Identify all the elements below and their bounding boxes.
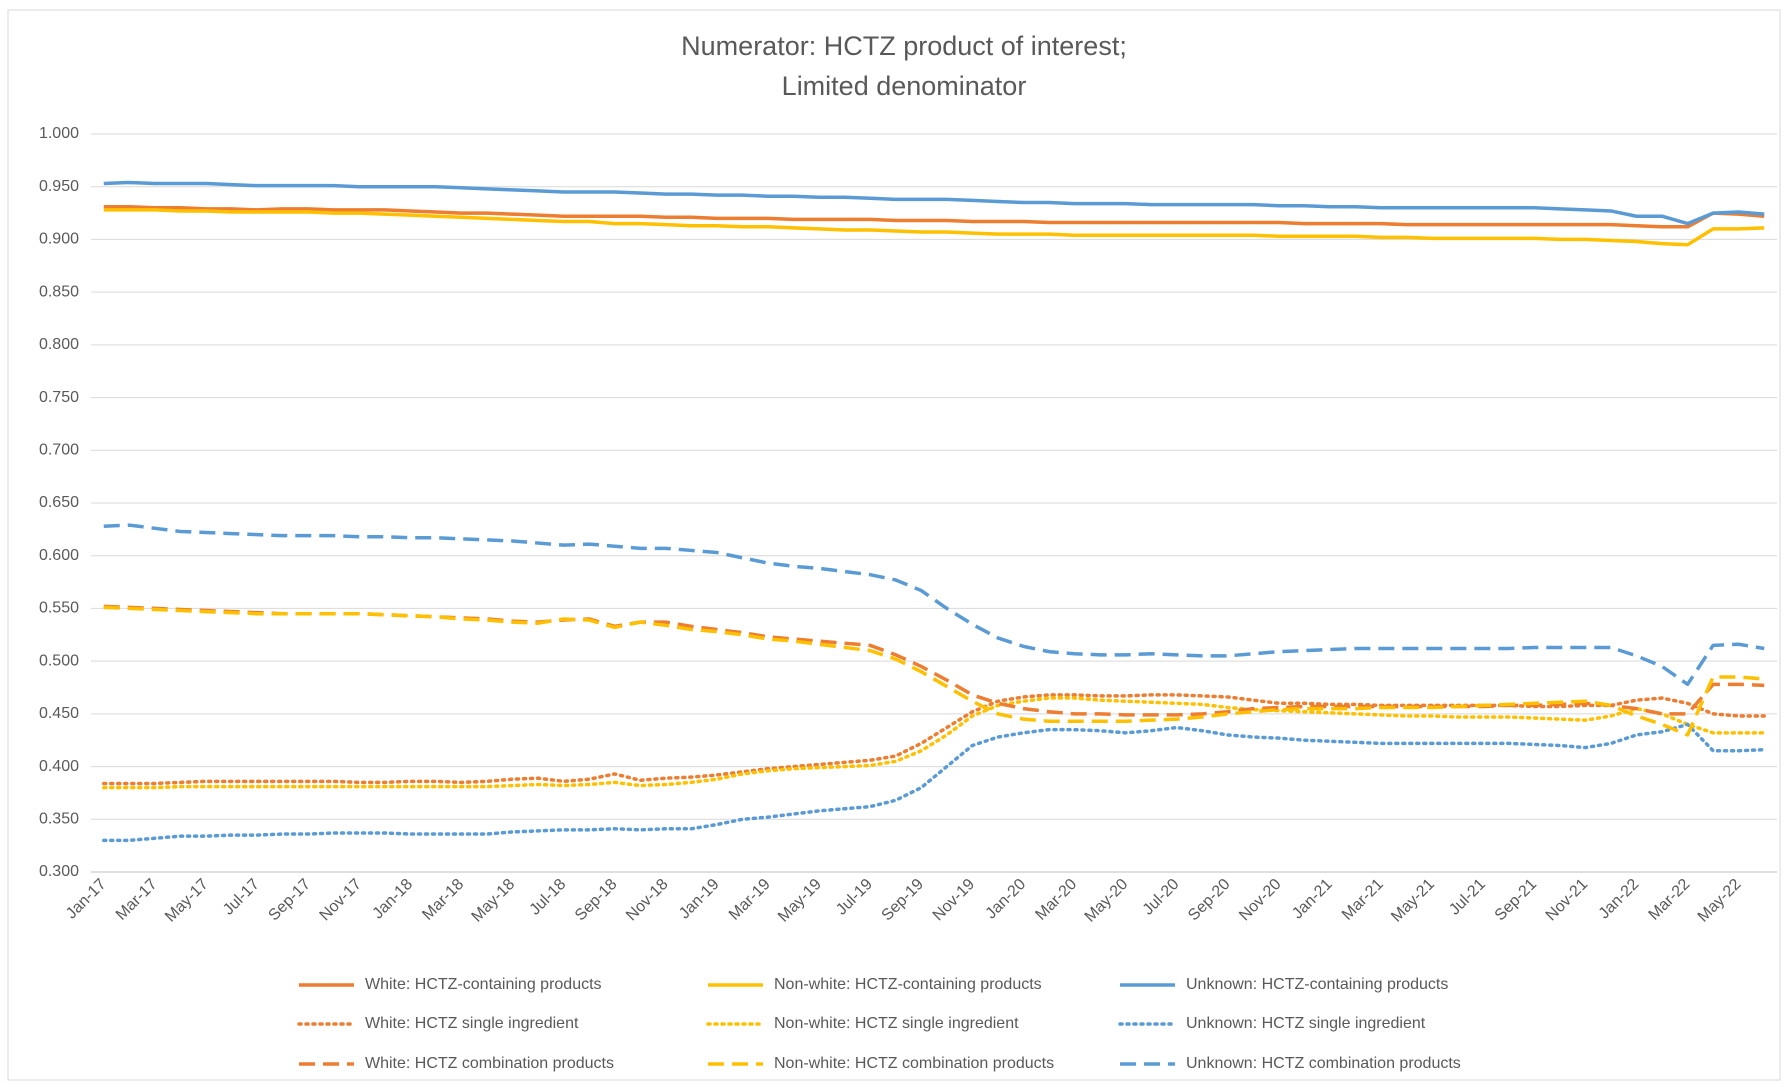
legend-label: Non-white: HCTZ combination products <box>774 1055 1054 1072</box>
y-tick-label: 0.750 <box>39 389 79 406</box>
y-tick-label: 0.850 <box>39 283 79 300</box>
y-tick-label: 0.600 <box>39 547 79 564</box>
series-line <box>103 208 1765 247</box>
y-tick-label: 0.950 <box>39 178 79 195</box>
series-line <box>103 205 1765 229</box>
y-tick-label: 0.900 <box>39 231 79 248</box>
chart-title: Numerator: HCTZ product of interest; <box>681 31 1127 61</box>
y-tick-label: 0.500 <box>39 652 79 669</box>
chart-border <box>7 9 1781 1081</box>
legend-label: Unknown: HCTZ-containing products <box>1186 976 1448 993</box>
chart-title: Limited denominator <box>782 71 1027 101</box>
series-line <box>102 696 1766 790</box>
y-tick-label: 0.650 <box>39 494 79 511</box>
legend-label: White: HCTZ combination products <box>365 1055 614 1072</box>
legend-label: Non-white: HCTZ single ingredient <box>774 1015 1019 1032</box>
y-tick-label: 0.550 <box>39 600 79 617</box>
y-tick-label: 0.800 <box>39 336 79 353</box>
series-line <box>103 605 1765 737</box>
y-tick-label: 0.400 <box>39 758 79 775</box>
series-line <box>102 722 1766 843</box>
series-line <box>103 523 1765 687</box>
y-tick-label: 0.700 <box>39 442 79 459</box>
legend-label: Unknown: HCTZ combination products <box>1186 1055 1461 1072</box>
legend-label: Unknown: HCTZ single ingredient <box>1186 1015 1426 1032</box>
legend-label: Non-white: HCTZ-containing products <box>774 976 1042 993</box>
y-tick-label: 0.450 <box>39 705 79 722</box>
y-tick-label: 1.000 <box>39 125 79 142</box>
y-tick-label: 0.300 <box>39 863 79 880</box>
y-tick-label: 0.350 <box>39 811 79 828</box>
legend-label: White: HCTZ-containing products <box>365 976 602 993</box>
series-line <box>103 180 1765 226</box>
legend-label: White: HCTZ single ingredient <box>365 1015 579 1032</box>
